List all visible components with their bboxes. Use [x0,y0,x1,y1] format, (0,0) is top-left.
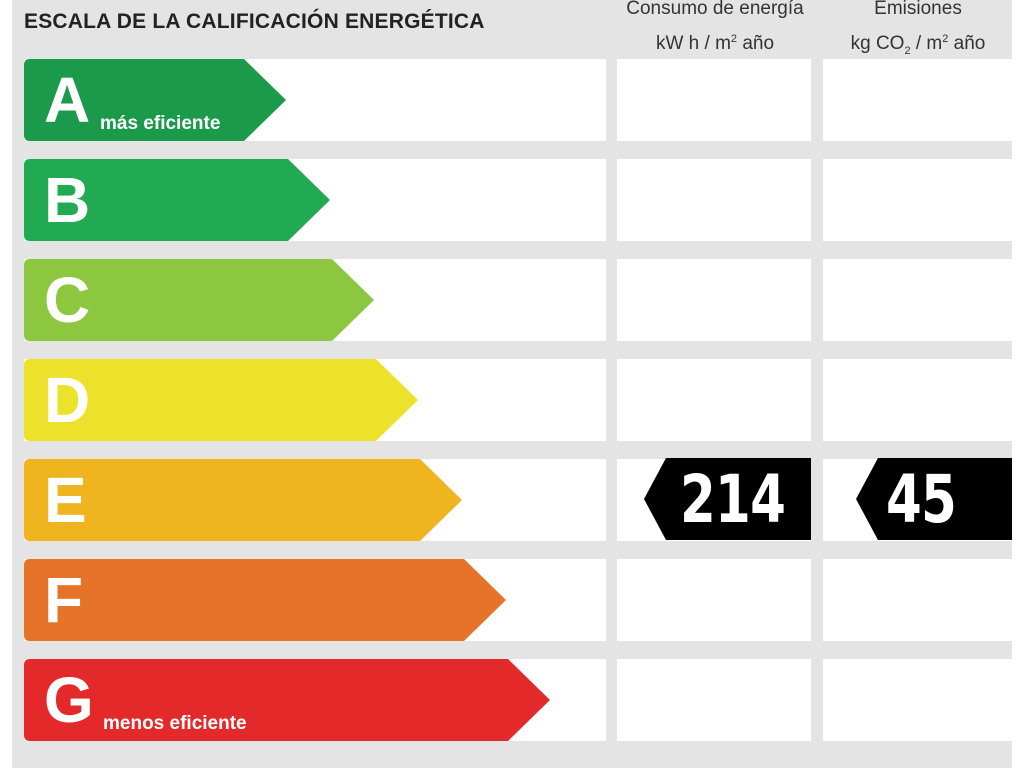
band-note: menos eficiente [103,713,247,734]
consumption-marker [644,458,811,540]
band-arrow-fill [24,559,506,641]
consumption-cell-d [617,359,811,441]
band-d: D [24,359,418,441]
consumption-marker-shape [644,458,811,540]
band-letter: G [44,664,94,736]
band-arrow-fill [24,459,462,541]
band-arrow-shape [24,659,550,741]
band-arrow-fill [24,59,286,141]
emissions-header-title: Emisiones [874,0,962,19]
emissions-header: Emisiones kg CO2 / m2 año [818,0,1018,66]
band-arrow-shape [24,159,330,241]
band-b: B [24,159,330,241]
consumption-cell-a [617,59,811,141]
emissions-cell-a [823,59,1012,141]
emissions-marker-shape [856,458,1012,540]
emissions-cell-b [823,159,1012,241]
emissions-header-unit: kg CO2 / m2 año [850,33,986,57]
emissions-cell-g [823,659,1012,741]
band-arrow-fill [24,359,418,441]
band-arrow-fill [24,159,330,241]
consumption-cell-c [617,259,811,341]
consumption-marker-fill [644,458,811,540]
band-arrow-shape [24,559,506,641]
band-note: más eficiente [100,113,221,134]
consumption-header-title: Consumo de energía [626,0,804,19]
emissions-cell-d [823,359,1012,441]
consumption-marker-value: 214 [680,461,786,538]
band-arrow-shape [24,459,462,541]
band-letter: C [44,264,91,336]
consumption-header-unit: kW h / m2 año [655,33,775,54]
band-e: E [24,459,462,541]
band-arrow-shape [24,259,374,341]
band-arrow-fill [24,259,374,341]
emissions-marker-value: 45 [886,461,957,538]
band-letter: A [44,64,91,136]
consumption-cell-b [617,159,811,241]
emissions-marker-fill [856,458,1012,540]
band-arrow-shape [24,59,286,141]
consumption-header: Consumo de energía kW h / m2 año [610,0,820,59]
emissions-cell-f [823,559,1012,641]
band-letter: E [44,464,87,536]
emissions-marker [856,458,1012,540]
band-arrow-shape [24,359,418,441]
band-letter: D [44,364,91,436]
page-title: ESCALA DE LA CALIFICACIÓN ENERGÉTICA [24,10,485,33]
consumption-cell-g [617,659,811,741]
band-arrow-fill [24,659,550,741]
band-letter: F [44,564,84,636]
emissions-cell-c [823,259,1012,341]
consumption-cell-f [617,559,811,641]
band-letter: B [44,164,91,236]
band-c: C [24,259,374,341]
band-f: F [24,559,506,641]
